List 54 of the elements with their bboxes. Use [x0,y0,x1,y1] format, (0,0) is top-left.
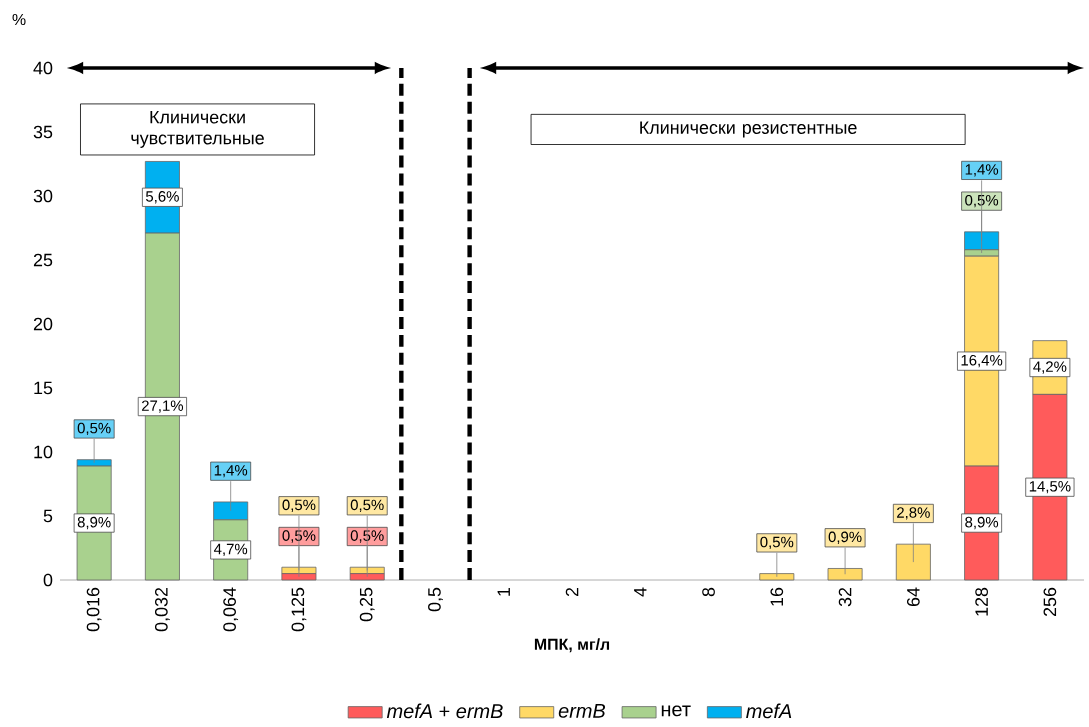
y-axis-title: % [12,13,26,26]
x-axis-title: МПК, мг/л [534,638,610,653]
y-tick-label: 25 [33,253,53,267]
x-tick-label: 128 [975,587,988,616]
legend-label: нет [661,705,691,717]
data-label: 0,5% [282,530,316,543]
y-tick-label: 40 [33,61,53,75]
data-label: 8,9% [77,516,111,530]
x-tick-label: 0,032 [154,587,170,632]
x-tick-label: 0,064 [223,587,239,632]
x-tick-label: 0,125 [291,587,307,632]
data-label: 4,2% [1033,361,1067,374]
data-label: 4,7% [213,543,248,557]
y-tick-label: 20 [33,317,53,331]
x-tick-label: 256 [1043,587,1057,617]
data-label: 14,5% [1029,481,1071,494]
x-tick-label: 0,25 [359,587,375,622]
x-tick-label: 16 [770,587,784,606]
legend-label: ermB [558,703,606,718]
y-tick-label: 0 [43,573,53,587]
x-tick-label: 2 [565,587,579,597]
y-tick-label: 30 [33,189,53,203]
data-label: 2,8% [897,507,930,520]
bar [827,568,863,581]
data-label: 0,5% [282,499,316,512]
x-tick-label: 0,016 [86,587,102,632]
x-tick-label: 0,5 [428,587,443,612]
data-label: 0,9% [828,531,862,544]
y-tick-label: 10 [34,445,53,459]
legend-label: mefA + ermB [386,703,503,719]
data-label: 5,6% [145,191,179,204]
x-tick-label: 32 [838,587,852,607]
data-label: 0,5% [760,536,794,550]
bar [759,573,795,581]
data-label: 1,4% [965,164,999,177]
legend-label: mefA [746,703,792,719]
x-tick-label: 1 [497,587,510,596]
data-label: 0,5% [350,499,384,512]
y-tick-label: 35 [33,125,53,139]
x-tick-label: 64 [906,587,920,607]
annotation: Клинически чувствительные [131,110,264,148]
y-tick-label: 15 [34,381,53,395]
annotation: Клинически резистентные [640,121,857,138]
data-label: 0,5% [350,530,384,543]
data-label: 16,4% [961,354,1003,368]
data-label: 1,4% [214,465,248,478]
x-tick-label: 8 [702,587,715,597]
x-tick-label: 4 [634,587,647,597]
bar [895,543,931,581]
data-label: 0,5% [965,194,999,208]
y-tick-label: 5 [43,509,53,523]
data-label: 27,1% [141,400,184,413]
data-label: 0,5% [77,422,111,436]
data-label: 8,9% [965,516,999,530]
